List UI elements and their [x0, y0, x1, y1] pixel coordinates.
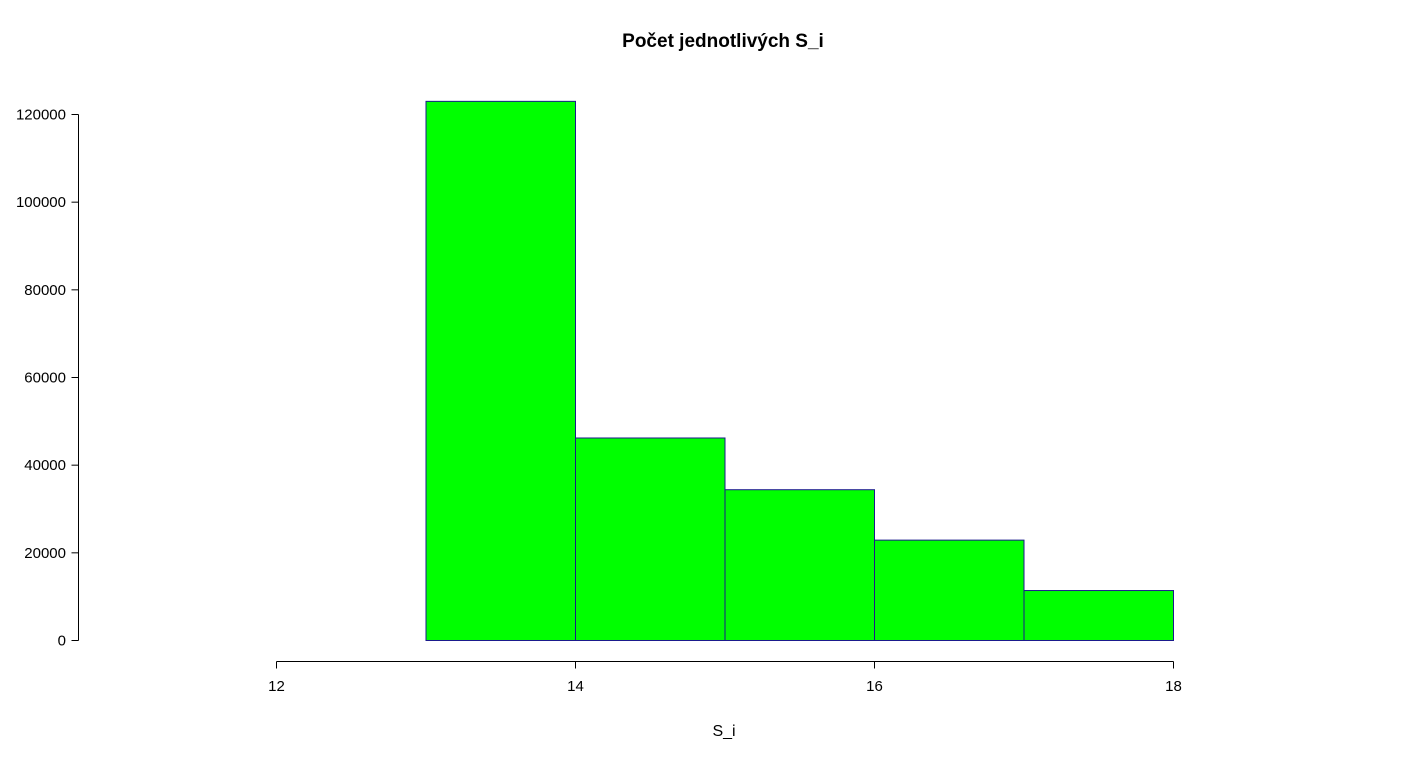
- histogram-bar: [874, 539, 1025, 641]
- bars-group: [425, 100, 1174, 642]
- chart-title: Počet jednotlivých S_i: [622, 31, 824, 52]
- y-tick-label: 40000: [24, 457, 66, 474]
- x-axis: 12 14 16 18: [268, 661, 1182, 695]
- y-tick-label: 0: [58, 633, 66, 650]
- x-tick-label: 16: [866, 678, 883, 695]
- y-tick-label: 60000: [24, 370, 66, 387]
- histogram-bar: [724, 489, 875, 642]
- y-tick-label: 80000: [24, 282, 66, 299]
- y-axis: 0 20000 40000 60000 80000 100000 120000: [16, 107, 79, 650]
- histogram-bar: [575, 437, 726, 641]
- x-tick-label: 12: [268, 678, 285, 695]
- y-tick-label: 100000: [16, 194, 66, 211]
- histogram-bar: [1023, 590, 1174, 642]
- x-tick-label: 14: [567, 678, 584, 695]
- y-tick-label: 120000: [16, 107, 66, 124]
- histogram-bar: [425, 100, 576, 642]
- y-tick-label: 20000: [24, 545, 66, 562]
- x-tick-label: 18: [1165, 678, 1182, 695]
- x-axis-title: S_i: [712, 723, 735, 740]
